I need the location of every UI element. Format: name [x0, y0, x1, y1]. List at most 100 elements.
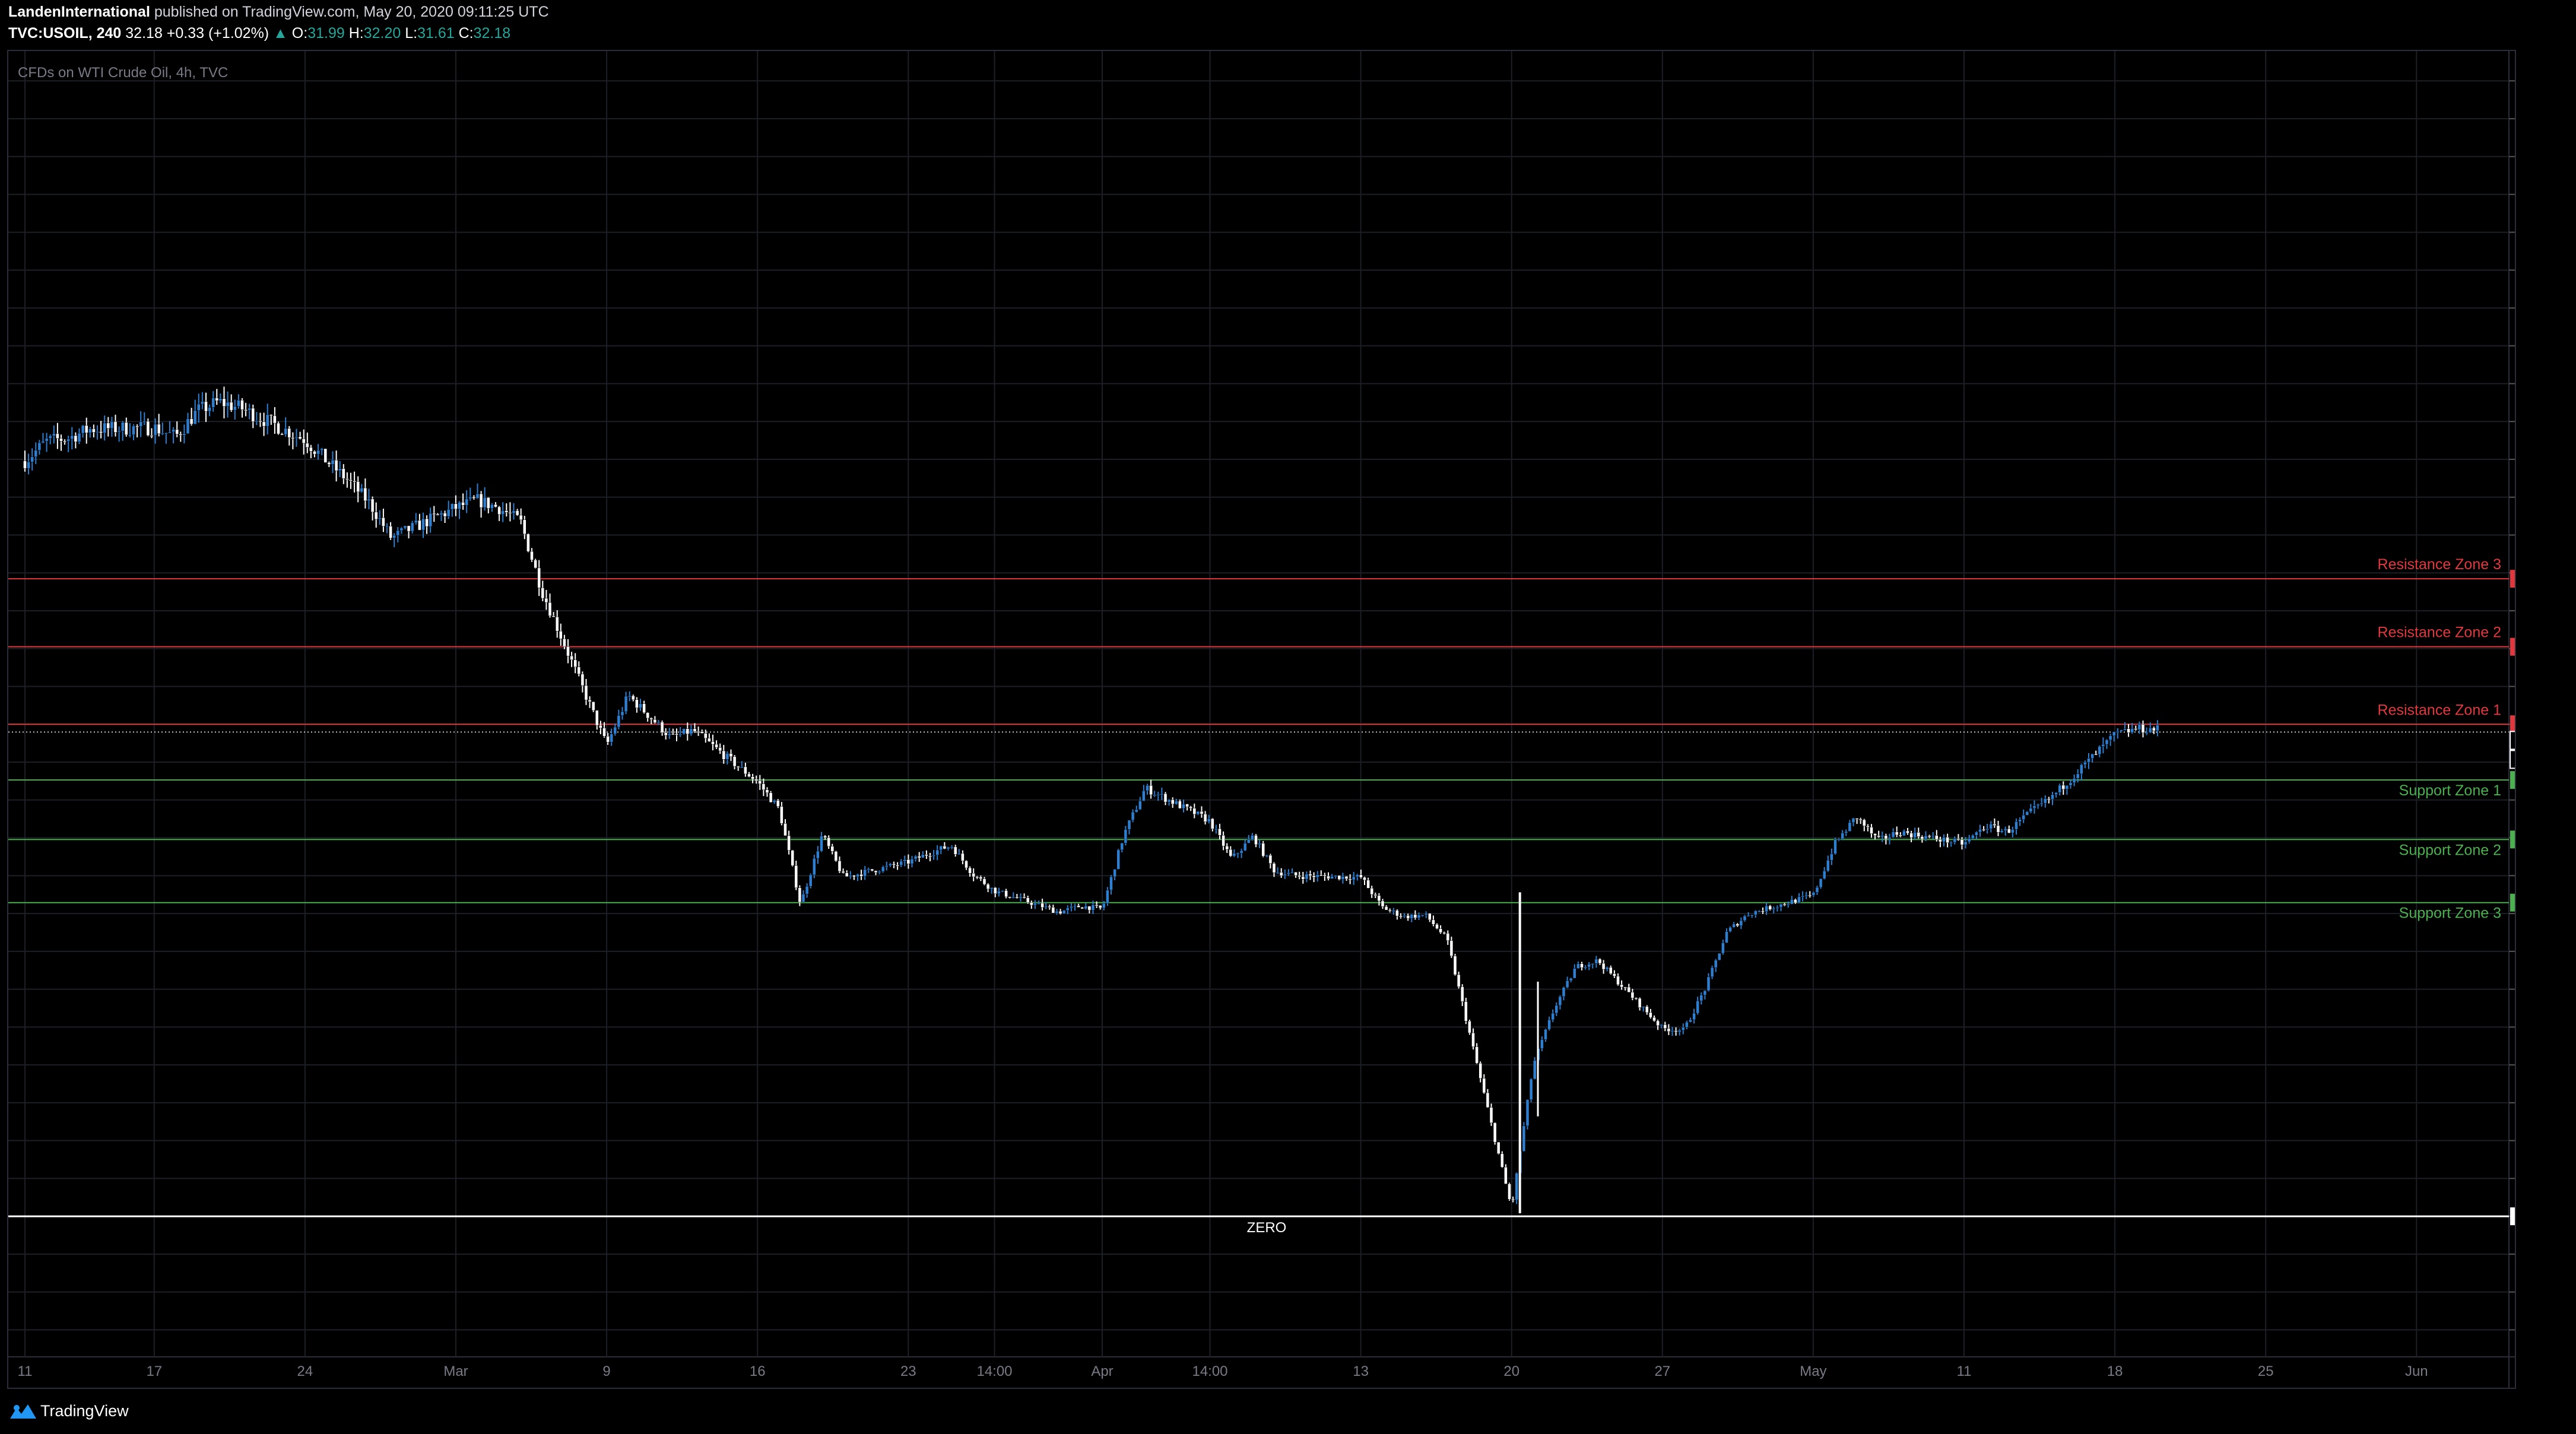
- candle-up: [294, 436, 299, 438]
- candle-up: [451, 503, 454, 510]
- candle-up: [1641, 1006, 1645, 1008]
- candle-down: [827, 837, 830, 847]
- chart-canvas[interactable]: Resistance Zone 3 Resistance Zone 2 Resist…: [8, 51, 2515, 1388]
- candle-down: [157, 424, 161, 434]
- time-tick-label: Apr: [1091, 1363, 1113, 1379]
- author-name[interactable]: LandenInternational: [8, 4, 150, 20]
- candle-down: [494, 504, 497, 507]
- candle-up: [1953, 838, 1957, 843]
- candle-up: [1356, 874, 1359, 877]
- candle-down: [56, 433, 59, 439]
- candle-up: [946, 847, 950, 849]
- candle-down: [2141, 724, 2145, 733]
- candle-up: [403, 525, 407, 528]
- zone-lines: Resistance Zone 3 Resistance Zone 2 Resist…: [8, 556, 2509, 1236]
- candle-up: [2080, 764, 2083, 775]
- candle-up: [34, 450, 38, 457]
- candle-down: [1906, 830, 1909, 833]
- candle-down: [635, 699, 639, 708]
- time-tick-label: 11: [1957, 1363, 1972, 1379]
- brand-name[interactable]: TradingView: [40, 1402, 129, 1420]
- candle-up: [81, 425, 85, 434]
- candle-down: [1652, 1017, 1656, 1021]
- candle-down: [570, 655, 573, 660]
- candle-down: [762, 783, 766, 790]
- candle-up: [1127, 820, 1131, 830]
- candle-down: [106, 423, 110, 429]
- candle-down: [1439, 928, 1442, 933]
- candle-down: [179, 434, 183, 436]
- candle-down: [1348, 878, 1352, 880]
- candle-up: [627, 696, 632, 697]
- candle-up: [1880, 835, 1885, 837]
- chart-area[interactable]: Resistance Zone 3 Resistance Zone 2 Resist…: [7, 50, 2516, 1389]
- candle-up: [284, 428, 287, 435]
- candle-down: [1863, 819, 1866, 826]
- candle-up: [1841, 833, 1844, 839]
- candle-up: [2054, 792, 2058, 795]
- candle-up: [429, 513, 432, 527]
- candle-down: [1935, 835, 1939, 840]
- candle-down: [370, 499, 375, 512]
- ohlc-low-value: 31.61: [417, 25, 455, 42]
- candle-down: [84, 425, 88, 433]
- tradingview-logo-icon[interactable]: [8, 1401, 38, 1422]
- candle-down: [979, 877, 983, 879]
- candle-down: [1917, 832, 1921, 837]
- candle-up: [1153, 794, 1156, 797]
- candle-up: [1276, 872, 1280, 874]
- candle-down: [577, 667, 581, 674]
- candle-up: [1605, 967, 1609, 970]
- candle-up: [1670, 1030, 1674, 1032]
- ohlc-low-label: L:: [405, 25, 418, 42]
- candle-down: [700, 731, 704, 734]
- candle-up: [88, 429, 92, 433]
- candle-up: [1341, 876, 1345, 880]
- candle-down: [751, 776, 754, 779]
- candle-up: [1232, 853, 1236, 856]
- candle-up: [103, 423, 106, 433]
- candle-down: [1163, 793, 1168, 802]
- candle-up: [639, 703, 642, 708]
- candle-up: [128, 434, 132, 436]
- candle-down: [353, 481, 356, 483]
- candle-up: [1551, 1013, 1555, 1020]
- candle-down: [544, 598, 548, 603]
- candle-down: [505, 510, 509, 513]
- time-tick-label: 18: [2107, 1363, 2123, 1379]
- candle-up: [1315, 874, 1319, 878]
- candle-up: [2116, 731, 2120, 733]
- candle-up: [512, 510, 516, 513]
- candle-up: [255, 420, 259, 422]
- candle-down: [99, 431, 103, 433]
- support-zone-2-label: Support Zone 2: [2399, 842, 2501, 858]
- candle-up: [1196, 811, 1200, 815]
- ohlc-line: TVC:USOIL, 240 32.18 +0.33 (+1.02%) ▲ O:…: [8, 24, 510, 43]
- candle-up: [1305, 874, 1309, 880]
- resistance-zone-3-price-tag: [2510, 570, 2515, 588]
- candle-up: [77, 433, 81, 442]
- candle-down: [229, 402, 233, 411]
- candle-up: [2101, 744, 2105, 747]
- candle-up: [410, 522, 414, 532]
- candle-down: [1674, 1030, 1678, 1032]
- candle-down: [425, 518, 429, 527]
- candle-down: [1377, 895, 1381, 902]
- symbol-label[interactable]: TVC:USOIL, 240: [8, 25, 122, 42]
- candle-up: [2029, 808, 2033, 812]
- candle-up: [1109, 876, 1113, 891]
- candle-down: [1613, 973, 1616, 976]
- candle-down: [1222, 835, 1225, 846]
- candle-down: [953, 846, 957, 855]
- candle-up: [1819, 878, 1823, 888]
- time-tick-label: 20: [1503, 1363, 1519, 1379]
- candle-down: [783, 823, 787, 836]
- candle-down: [584, 685, 588, 700]
- candle-down: [1794, 899, 1797, 903]
- candle-up: [1352, 876, 1356, 880]
- candle-down: [1638, 998, 1642, 1008]
- candle-up: [997, 890, 1001, 894]
- grid: [8, 51, 2515, 1388]
- candle-up: [501, 510, 505, 515]
- candle-down: [262, 421, 266, 427]
